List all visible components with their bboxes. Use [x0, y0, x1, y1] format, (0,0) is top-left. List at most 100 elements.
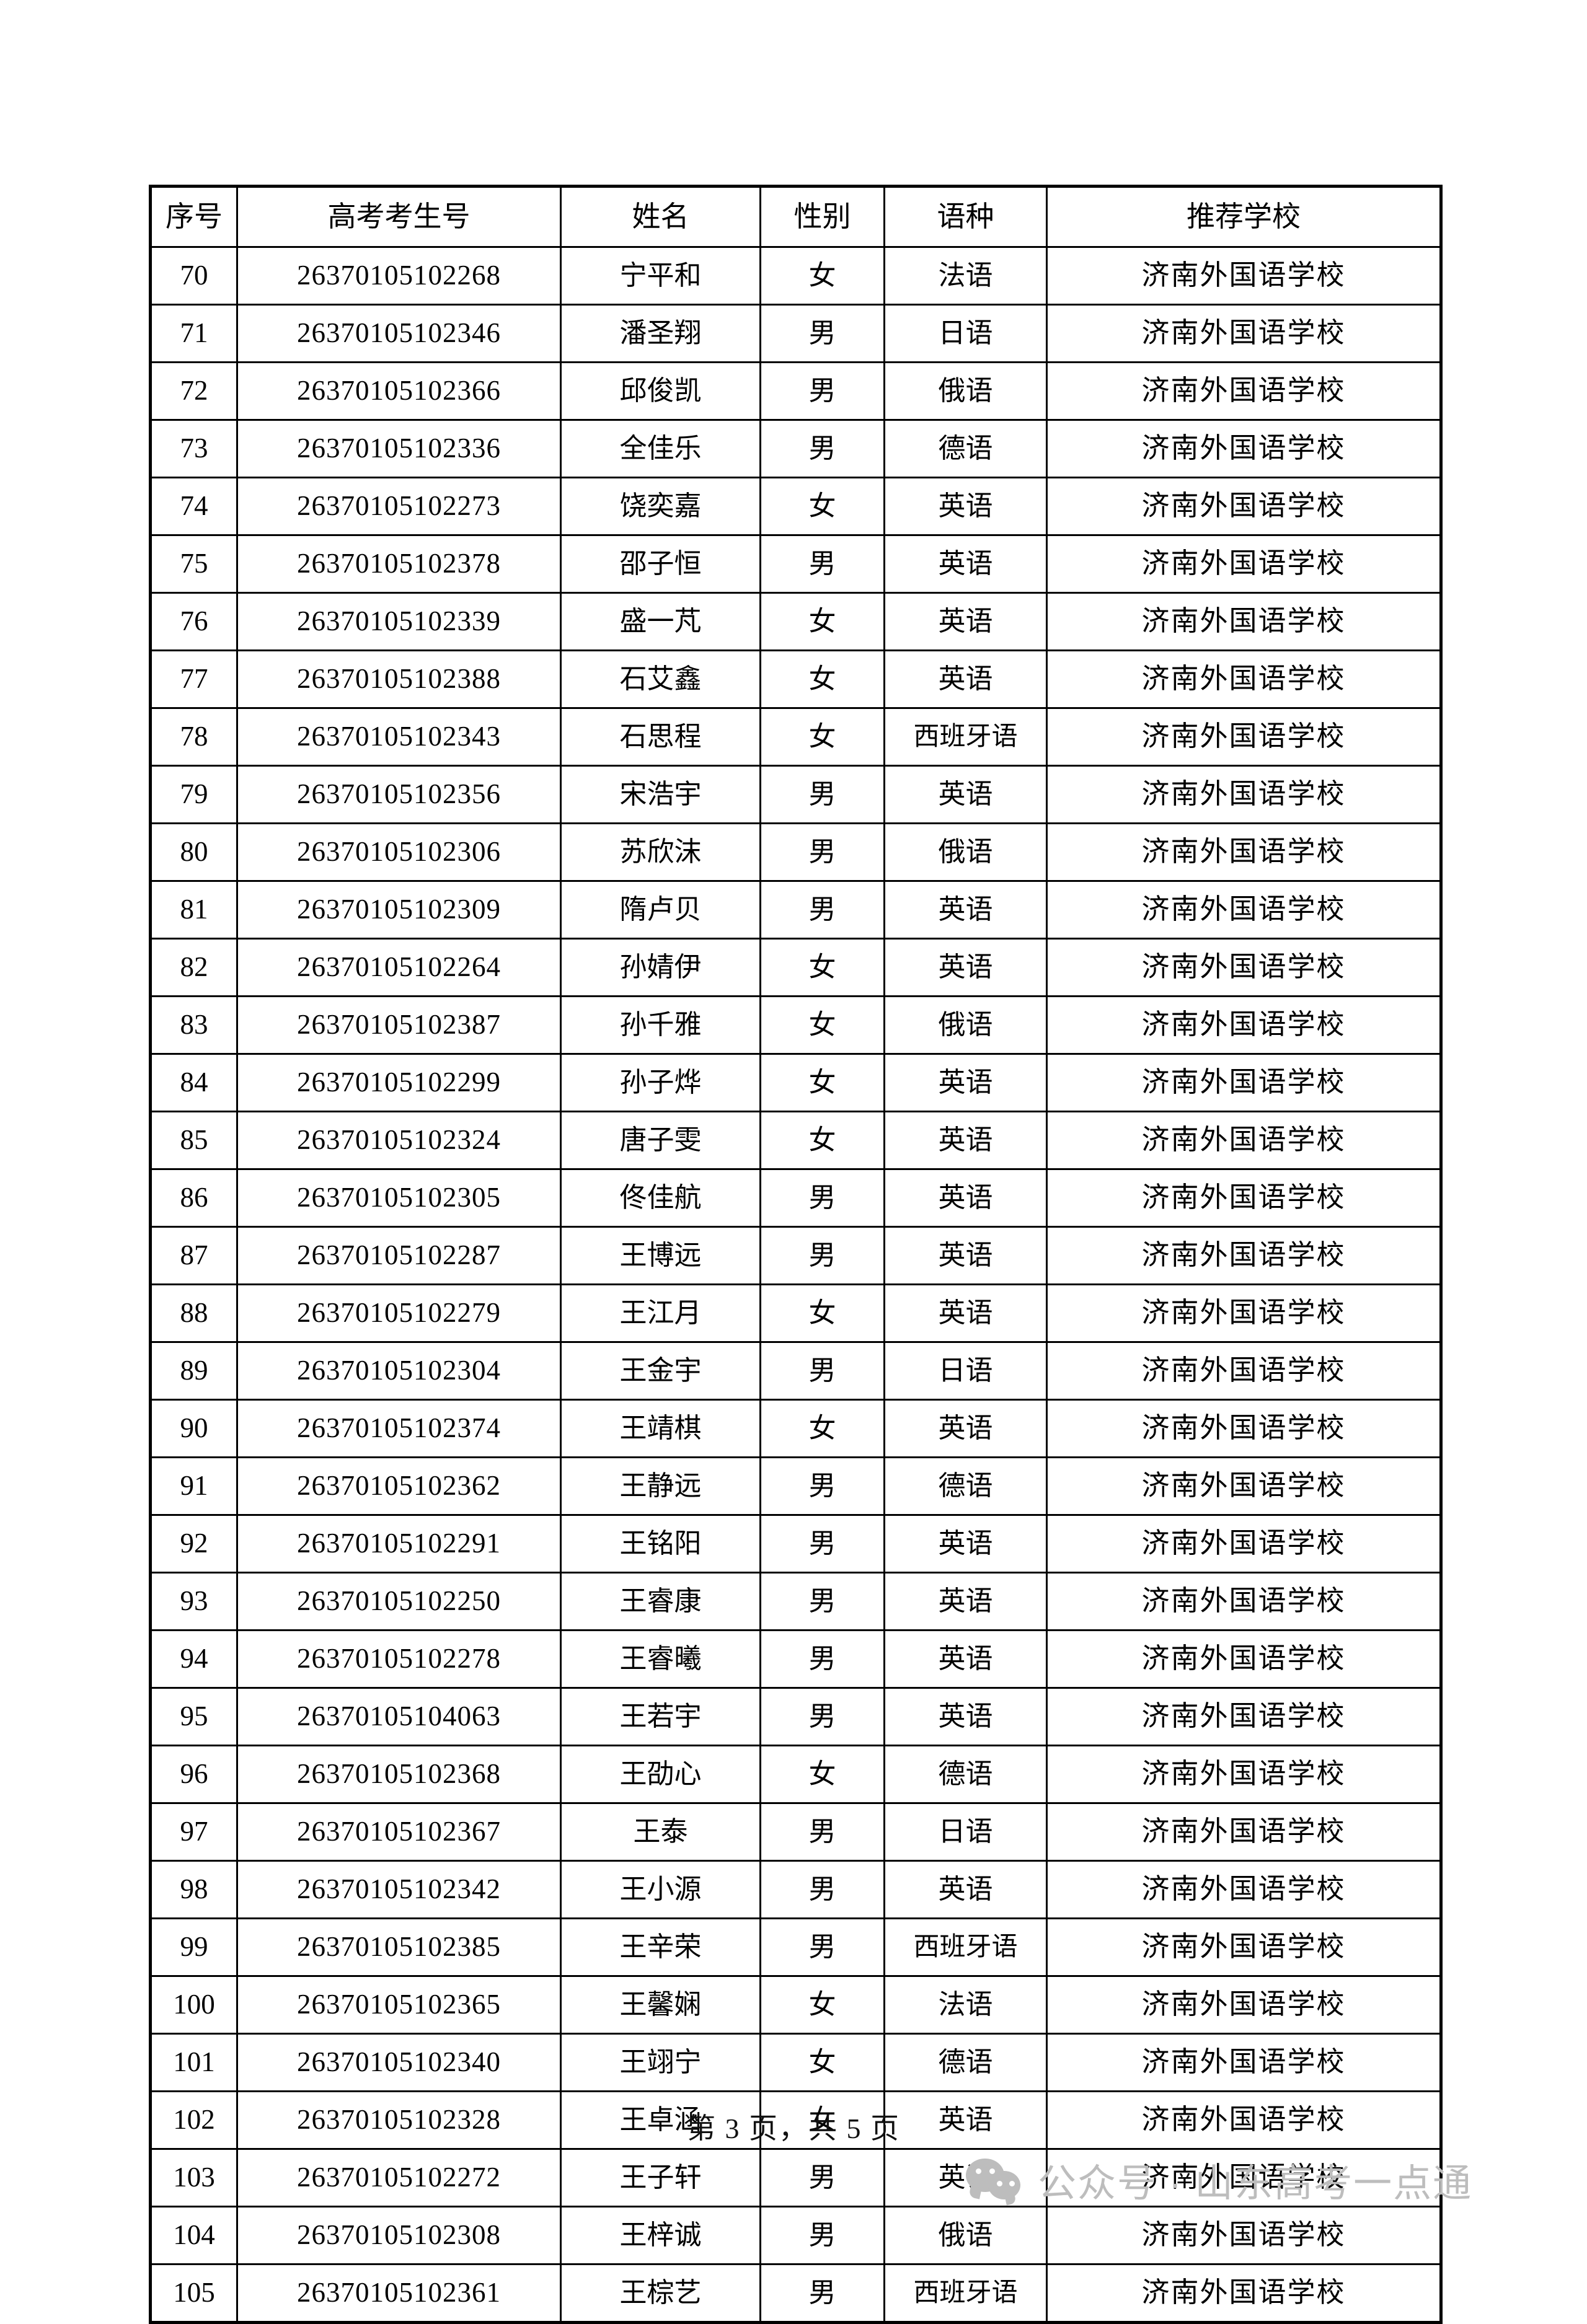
cell-index: 103: [149, 2148, 238, 2207]
cell-name: 王若宇: [560, 1687, 761, 1746]
cell-name: 孙子烨: [560, 1053, 761, 1112]
cell-language: 西班牙语: [883, 2263, 1048, 2323]
cell-gender: 男: [759, 419, 885, 478]
cell-school: 济南外国语学校: [1046, 1456, 1442, 1516]
cell-index: 97: [149, 1802, 238, 1862]
cell-name: 全佳乐: [560, 419, 761, 478]
cell-school: 济南外国语学校: [1046, 995, 1442, 1055]
cell-index: 74: [149, 477, 238, 536]
cell-school: 济南外国语学校: [1046, 2206, 1442, 2265]
cell-school: 济南外国语学校: [1046, 1283, 1442, 1343]
cell-gender: 女: [759, 2033, 885, 2092]
cell-gender: 男: [759, 304, 885, 363]
cell-name: 王博远: [560, 1226, 761, 1285]
cell-language: 英语: [883, 2090, 1048, 2150]
cell-school: 济南外国语学校: [1046, 1802, 1442, 1862]
cell-gender: 男: [759, 880, 885, 940]
table-row: 105 26370105102361 王棕艺男西班牙语 济南外国语学校: [149, 2263, 1442, 2323]
cell-index: 91: [149, 1456, 238, 1516]
cell-language: 英语: [883, 1168, 1048, 1228]
table-row: 76 26370105102339 盛一芃女英语 济南外国语学校: [149, 592, 1442, 651]
cell-gender: 男: [759, 1514, 885, 1574]
cell-name: 盛一芃: [560, 592, 761, 651]
cell-name: 王子轩: [560, 2148, 761, 2207]
cell-language: 英语: [883, 1514, 1048, 1574]
cell-language: 法语: [883, 246, 1048, 306]
table-row: 75 26370105102378 邵子恒男英语 济南外国语学校: [149, 534, 1442, 594]
cell-index: 104: [149, 2206, 238, 2265]
cell-exam-no: 26370105102378: [236, 534, 562, 594]
cell-gender: 男: [759, 765, 885, 824]
cell-exam-no: 26370105104063: [236, 1687, 562, 1746]
cell-language: 俄语: [883, 995, 1048, 1055]
cell-index: 98: [149, 1860, 238, 1919]
cell-school: 济南外国语学校: [1046, 477, 1442, 536]
cell-name: 王睿康: [560, 1572, 761, 1631]
cell-school: 济南外国语学校: [1046, 1111, 1442, 1170]
cell-gender: 男: [759, 1917, 885, 1977]
cell-gender: 女: [759, 1053, 885, 1112]
cell-name: 王睿曦: [560, 1629, 761, 1689]
cell-school: 济南外国语学校: [1046, 1399, 1442, 1458]
cell-school: 济南外国语学校: [1046, 1629, 1442, 1689]
cell-exam-no: 26370105102385: [236, 1917, 562, 1977]
cell-name: 王泰: [560, 1802, 761, 1862]
cell-language: 俄语: [883, 822, 1048, 882]
header-row: 序号 高考考生号 姓名 性别 语种 推荐学校: [149, 185, 1442, 248]
cell-school: 济南外国语学校: [1046, 880, 1442, 940]
cell-index: 95: [149, 1687, 238, 1746]
column-header-gender: 性别: [759, 185, 885, 248]
cell-name: 王梓诚: [560, 2206, 761, 2265]
cell-exam-no: 26370105102305: [236, 1168, 562, 1228]
cell-exam-no: 26370105102346: [236, 304, 562, 363]
page-footer: 第 3 页，共 5 页: [687, 2113, 900, 2144]
cell-name: 王金宇: [560, 1341, 761, 1401]
table-row: 81 26370105102309 隋卢贝男英语 济南外国语学校: [149, 880, 1442, 940]
table-row: 100 26370105102365 王馨娴女法语 济南外国语学校: [149, 1975, 1442, 2035]
cell-index: 86: [149, 1168, 238, 1228]
cell-name: 王江月: [560, 1283, 761, 1343]
table-row: 72 26370105102366 邱俊凯男俄语 济南外国语学校: [149, 361, 1442, 421]
cell-language: 德语: [883, 2033, 1048, 2092]
table-row: 95 26370105104063 王若宇男英语 济南外国语学校: [149, 1687, 1442, 1746]
column-header-index: 序号: [149, 185, 238, 248]
cell-school: 济南外国语学校: [1046, 938, 1442, 997]
cell-gender: 女: [759, 1975, 885, 2035]
cell-gender: 女: [759, 649, 885, 709]
cell-exam-no: 26370105102291: [236, 1514, 562, 1574]
cell-name: 王小源: [560, 1860, 761, 1919]
cell-index: 81: [149, 880, 238, 940]
table-row: 85 26370105102324 唐子雯女英语 济南外国语学校: [149, 1111, 1442, 1170]
table-row: 91 26370105102362 王静远男德语 济南外国语学校: [149, 1456, 1442, 1516]
table-row: 80 26370105102306 苏欣沫男俄语 济南外国语学校: [149, 822, 1442, 882]
cell-exam-no: 26370105102362: [236, 1456, 562, 1516]
cell-gender: 男: [759, 2263, 885, 2323]
cell-school: 济南外国语学校: [1046, 1514, 1442, 1574]
cell-index: 72: [149, 361, 238, 421]
cell-gender: 男: [759, 1226, 885, 1285]
document-page: 序号 高考考生号 姓名 性别 语种 推荐学校 70 26370105102268 宁…: [0, 0, 1587, 2242]
table-row: 93 26370105102250 王睿康男英语 济南外国语学校: [149, 1572, 1442, 1631]
table-row: 83 26370105102387 孙千雅女俄语 济南外国语学校: [149, 995, 1442, 1055]
cell-gender: 男: [759, 1629, 885, 1689]
cell-school: 济南外国语学校: [1046, 2263, 1442, 2323]
cell-school: 济南外国语学校: [1046, 649, 1442, 709]
cell-school: 济南外国语学校: [1046, 1168, 1442, 1228]
cell-index: 99: [149, 1917, 238, 1977]
cell-school: 济南外国语学校: [1046, 2033, 1442, 2092]
cell-exam-no: 26370105102366: [236, 361, 562, 421]
cell-index: 78: [149, 707, 238, 767]
cell-index: 100: [149, 1975, 238, 2035]
cell-index: 90: [149, 1399, 238, 1458]
cell-language: 英语: [883, 1283, 1048, 1343]
table-body: 70 26370105102268 宁平和女法语 济南外国语学校 71 263701051…: [149, 246, 1442, 2323]
cell-gender: 男: [759, 1341, 885, 1401]
table-row: 77 26370105102388 石艾鑫女英语 济南外国语学校: [149, 649, 1442, 709]
cell-index: 77: [149, 649, 238, 709]
cell-language: 英语: [883, 1687, 1048, 1746]
cell-language: 英语: [883, 1111, 1048, 1170]
cell-exam-no: 26370105102273: [236, 477, 562, 536]
cell-school: 济南外国语学校: [1046, 246, 1442, 306]
cell-exam-no: 26370105102278: [236, 1629, 562, 1689]
table-row: 87 26370105102287 王博远男英语 济南外国语学校: [149, 1226, 1442, 1285]
